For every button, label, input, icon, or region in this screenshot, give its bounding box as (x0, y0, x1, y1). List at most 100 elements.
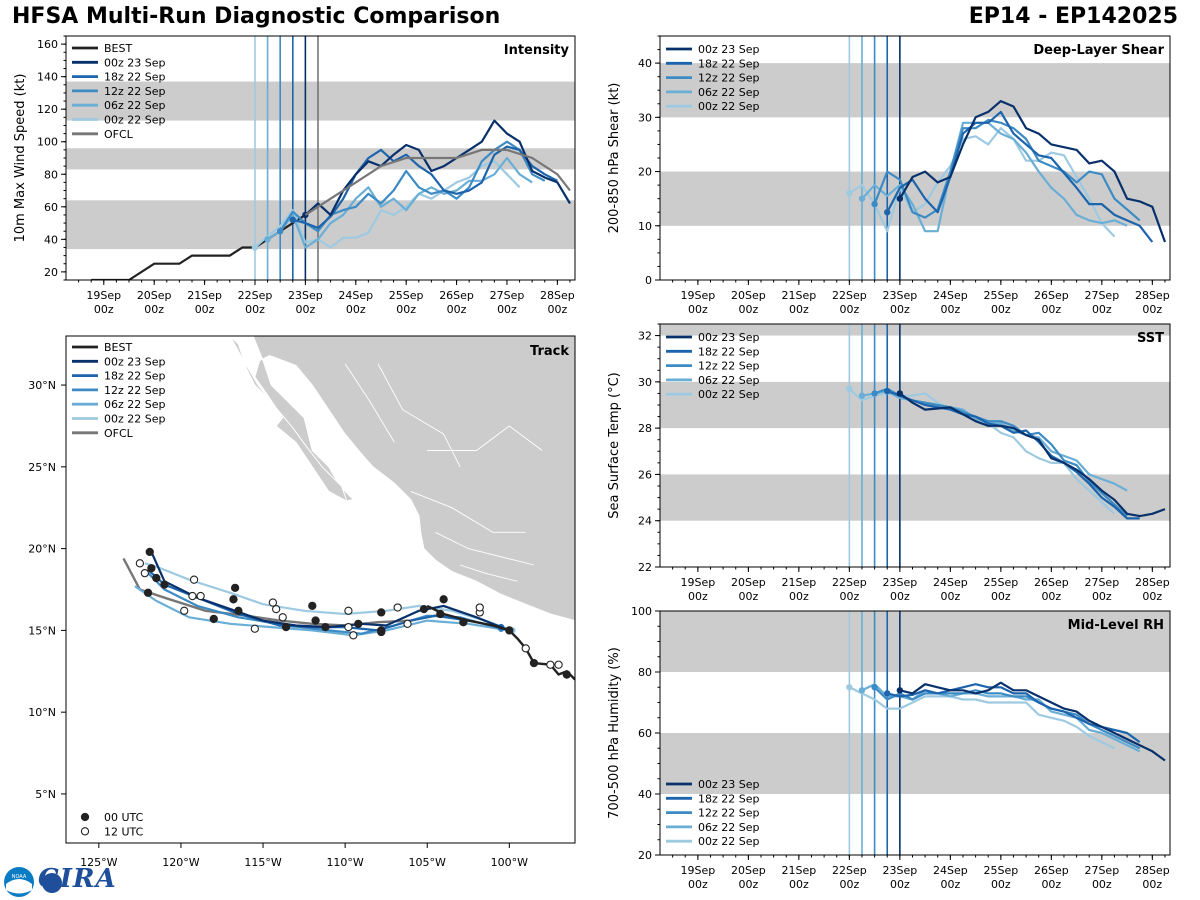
shear-legend-label-2: 12z 22 Sep (698, 72, 760, 85)
intensity-y-tick-label: 40 (44, 233, 58, 246)
sst-series-start-point-3 (858, 392, 866, 399)
rh-x-tick-label-date: 19Sep (681, 864, 716, 877)
intensity-series-line-1 (292, 145, 558, 229)
intensity-legend-label-2: 18z 22 Sep (104, 71, 166, 84)
shear-legend-label-3: 06z 22 Sep (698, 86, 760, 99)
sst-x-tick-label-hour: 00z (1142, 590, 1162, 603)
intensity-legend-label-1: 00z 23 Sep (104, 56, 166, 69)
rh-legend-label-4: 00z 22 Sep (698, 835, 760, 848)
sst-y-tick-label: 28 (638, 422, 652, 435)
track-marker-12utc (344, 606, 353, 615)
track-marker-12utc (188, 591, 197, 601)
intensity-x-tick-label-date: 22Sep (238, 289, 273, 302)
sst-series-start-point-1 (884, 387, 891, 395)
rh-x-tick-label-date: 22Sep (832, 864, 867, 877)
intensity-x-tick-label-hour: 00z (295, 303, 315, 316)
rh-plot-area (660, 611, 1170, 855)
rh-x-tick-label-date: 26Sep (1034, 864, 1069, 877)
track-marker-00utc (308, 601, 317, 611)
shear-legend-label-4: 00z 22 Sep (698, 100, 760, 113)
rh-legend-label-0: 00z 23 Sep (698, 778, 760, 791)
rh-x-tick-label-hour: 00z (1092, 878, 1112, 891)
track-x-tick-label: 100°W (491, 856, 528, 869)
sst-series-line-1 (886, 390, 1140, 520)
shear-y-axis-label: 200-850 hPa Shear (kt) (607, 83, 622, 234)
track-marker-00utc (529, 658, 539, 668)
rh-y-tick-label: 20 (638, 849, 652, 862)
track-marker-00utc (459, 618, 468, 627)
rh-series-start-point-1 (884, 690, 891, 697)
sst-legend-label-0: 00z 23 Sep (698, 331, 760, 344)
track-marker-12utc (180, 606, 189, 615)
track-marker-00utc (229, 595, 238, 604)
sst-y-tick-label: 24 (638, 515, 652, 528)
track-marker-12utc (475, 603, 484, 612)
sst-legend-label-1: 18z 22 Sep (698, 345, 760, 358)
shear-x-tick-label-hour: 00z (789, 303, 809, 316)
track-marker-12utc (344, 622, 353, 632)
track-marker-12utc (268, 598, 278, 607)
shear-x-tick-label-date: 28Sep (1135, 289, 1170, 302)
intensity-x-tick-label-date: 27Sep (490, 289, 525, 302)
track-y-tick-label: 20°N (28, 543, 56, 556)
shear-x-tick-label-hour: 00z (839, 303, 859, 316)
rh-y-tick-label: 80 (638, 666, 652, 679)
shear-band-0 (660, 171, 1170, 226)
rh-series-start-point-3 (858, 687, 866, 694)
storm-identifier: EP14 - EP142025 (968, 4, 1178, 29)
rh-series-line-4 (848, 686, 1115, 750)
sst-x-tick-label-hour: 00z (1092, 590, 1112, 603)
sst-x-tick-label-hour: 00z (839, 590, 859, 603)
track-y-tick-label: 30°N (28, 379, 56, 392)
sst-series-line-0 (899, 392, 1166, 518)
shear-series-line-4 (848, 127, 1116, 238)
track-panel-title: Track (530, 344, 569, 359)
rh-y-axis-label: 700-500 hPa Humidity (%) (607, 647, 622, 819)
state-border-3 (435, 531, 535, 566)
rh-legend-label-2: 12z 22 Sep (698, 807, 760, 820)
intensity-x-tick-label-date: 24Sep (338, 289, 373, 302)
sst-x-tick-label-hour: 00z (738, 590, 758, 603)
sst-band-0 (660, 474, 1170, 521)
shear-series-start-point-2 (871, 200, 878, 208)
shear-band-1 (660, 63, 1170, 118)
rh-y-tick-label: 100 (631, 605, 652, 618)
track-marker-00utc (505, 626, 514, 635)
track-y-tick-label: 15°N (28, 624, 56, 637)
intensity-y-tick-label: 100 (37, 136, 58, 149)
sst-y-tick-label: 30 (638, 376, 652, 389)
sst-x-tick-label-date: 28Sep (1135, 576, 1170, 589)
shear-x-tick-label-date: 24Sep (933, 289, 968, 302)
sst-x-tick-label-hour: 00z (789, 590, 809, 603)
page-title: HFSA Multi-Run Diagnostic Comparison (12, 4, 501, 29)
shear-y-tick-label: 40 (638, 57, 652, 70)
track-marker-12utc (135, 559, 145, 568)
rh-panel: 2040608010019Sep00z20Sep00z21Sep00z22Sep… (607, 605, 1171, 891)
rh-series-start-point-2 (871, 684, 878, 691)
track-marker-00utc (377, 627, 386, 637)
rh-x-tick-label-date: 21Sep (781, 864, 816, 877)
shear-x-tick-label-hour: 00z (991, 303, 1011, 316)
sst-x-tick-label-date: 26Sep (1034, 576, 1069, 589)
intensity-legend-label-3: 12z 22 Sep (104, 85, 166, 98)
intensity-series-start-point-4 (251, 244, 259, 251)
track-panel: 125°W 120°W 115°W 110°W 105°W 100°W 5°N 10°N 15°… (28, 335, 576, 869)
shear-y-tick-label: 0 (645, 274, 652, 287)
rh-x-tick-label-hour: 00z (940, 878, 960, 891)
track-legend-label-2: 18z 22 Sep (104, 370, 166, 383)
intensity-x-tick-label-date: 26Sep (439, 289, 474, 302)
track-legend-label-1: 00z 23 Sep (104, 355, 166, 368)
track-x-tick-label: 110°W (326, 856, 363, 869)
rh-series-line-2 (873, 686, 1141, 750)
sst-x-tick-label-hour: 00z (890, 590, 910, 603)
rh-series-start-point-4 (846, 684, 853, 691)
sst-x-tick-label-date: 22Sep (832, 576, 867, 589)
intensity-x-tick-label-hour: 00z (195, 303, 215, 316)
track-marker-12utc (393, 603, 402, 612)
shear-x-tick-label-hour: 00z (1142, 303, 1162, 316)
track-marker-00utc (321, 622, 330, 632)
state-border-5 (344, 363, 395, 443)
track-x-tick-label: 115°W (244, 856, 281, 869)
track-marker-00utc (160, 580, 169, 589)
rh-x-tick-label-hour: 00z (991, 878, 1011, 891)
